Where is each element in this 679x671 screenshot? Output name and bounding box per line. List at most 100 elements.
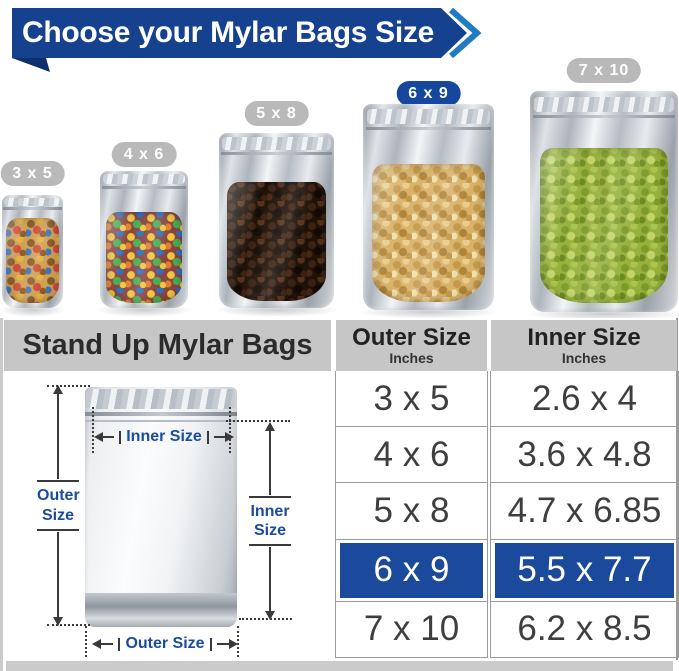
- measure-outer-width: Outer Size: [92, 633, 239, 655]
- bag-shadow: [524, 307, 679, 321]
- bag-7x10-contents-split-peas: [540, 148, 668, 304]
- measure-line: [57, 531, 59, 617]
- measure-inner-height: Inner Size: [243, 422, 297, 620]
- bag-seal: [222, 137, 331, 150]
- bag-shadow: [357, 305, 500, 319]
- table-row: 3.6 x 4.8: [491, 427, 678, 484]
- highlight-cell-inner: 5.5 x 7.7: [495, 542, 674, 598]
- table-row: 2.6 x 4: [491, 371, 678, 428]
- arrow-up-icon: [53, 385, 63, 394]
- bag-zipper: [532, 115, 676, 119]
- inner-size-title: Inner Size: [527, 323, 641, 351]
- bag-4x6: 4 x 6: [96, 142, 192, 317]
- measure-outer-height: Outer Size: [31, 385, 85, 626]
- measure-line: [101, 643, 114, 645]
- bag-seal: [366, 109, 491, 124]
- measure-tick: [206, 430, 209, 444]
- table-row-highlighted: 6 x 9: [336, 540, 487, 602]
- bag-7x10-pouch: [530, 91, 678, 312]
- dotted-line-innerwidth-left: [92, 407, 94, 453]
- frame-left: [0, 318, 3, 671]
- dotted-line-outerwidth-left: [85, 626, 87, 657]
- bag-6x9-selected: 6 x 9: [357, 81, 500, 319]
- bag-shadow: [0, 303, 66, 317]
- bag-seal: [534, 96, 674, 112]
- table-row-highlighted: 5.5 x 7.7: [491, 540, 678, 602]
- dotted-line-innerwidth-right: [229, 407, 231, 453]
- measure-line: [103, 436, 115, 438]
- bag-5x8-pouch: [219, 133, 334, 308]
- bag-seal: [102, 174, 186, 184]
- size-badge-6x9-selected: 6 x 9: [396, 81, 461, 106]
- measure-tick: [118, 637, 121, 651]
- table-row: 4 x 6: [336, 427, 487, 484]
- diagram-bag-gusset: [85, 593, 237, 627]
- table-column-outer-size: 3 x 5 4 x 6 5 x 8 6 x 9 7 x 10: [335, 371, 488, 659]
- bag-seal: [3, 197, 62, 206]
- arrow-down-icon: [53, 617, 63, 626]
- measure-tick: [119, 430, 122, 444]
- bag-shadow: [96, 303, 192, 317]
- inner-size-unit: Inches: [561, 350, 607, 367]
- bag-6x9-pouch: [363, 104, 494, 310]
- diagram-bag: [85, 387, 237, 627]
- measure-line: [213, 436, 226, 438]
- diagram-bag-zipper: [85, 412, 237, 416]
- table-row: 5 x 8: [336, 483, 487, 540]
- column-header-inner-size: Inner Size Inches: [491, 320, 677, 371]
- banner-chevron-icon: [449, 7, 482, 59]
- measure-line: [57, 394, 59, 480]
- panel-title: Stand Up Mylar Bags: [22, 329, 313, 361]
- bag-zipper: [3, 207, 62, 211]
- size-chart-section: Stand Up Mylar Bags Outer Size Inches In…: [0, 318, 679, 671]
- table-row: 6.2 x 8.5: [491, 602, 678, 659]
- arrow-down-icon: [265, 611, 275, 620]
- outer-size-label-bottom: Outer Size: [125, 635, 205, 652]
- bag-5x8: 5 x 8: [214, 101, 339, 317]
- banner-body: [12, 8, 467, 58]
- outer-size-title: Outer Size: [352, 323, 471, 351]
- measure-line: [216, 643, 230, 645]
- outer-size-unit: Inches: [389, 350, 434, 367]
- banner-fold: [12, 58, 50, 72]
- arrow-right-icon: [229, 639, 239, 649]
- arrow-left-icon: [92, 639, 101, 649]
- inner-size-label-top: Inner Size: [126, 428, 202, 445]
- bag-5x8-contents-coffee-beans: [227, 182, 326, 301]
- bag-3x5-contents-trail-mix: [6, 217, 59, 304]
- frame-bottom: [6, 661, 673, 671]
- measure-tick: [209, 637, 212, 651]
- measure-line: [269, 547, 271, 611]
- table-row: 7 x 10: [336, 602, 487, 659]
- frame-right: [676, 318, 678, 660]
- size-badge-3x5: 3 x 5: [0, 161, 65, 186]
- measure-inner-width: Inner Size: [94, 426, 235, 448]
- table-row: 4.7 x 6.85: [491, 483, 678, 540]
- highlight-cell-outer: 6 x 9: [340, 542, 483, 598]
- dotted-line-outer-top: [47, 385, 90, 387]
- measure-line: [269, 431, 271, 495]
- size-badge-4x6: 4 x 6: [111, 142, 177, 167]
- panel-header: Stand Up Mylar Bags: [4, 320, 331, 371]
- diagram-bag-zipper-line: [85, 420, 237, 422]
- bag-zipper: [221, 152, 332, 156]
- size-badge-5x8: 5 x 8: [244, 101, 309, 126]
- bag-3x5: 3 x 5: [0, 161, 66, 317]
- banner-title: Choose your Mylar Bags Size: [21, 16, 435, 49]
- bag-4x6-pouch: [100, 171, 188, 308]
- size-badge-7x10: 7 x 10: [566, 58, 642, 83]
- outer-size-label-left: Outer Size: [37, 480, 80, 531]
- bag-4x6-contents-candies: [106, 212, 182, 303]
- bag-shadow: [214, 303, 339, 317]
- inner-size-label-right: Inner Size: [249, 495, 291, 547]
- bag-zipper: [101, 186, 187, 190]
- dotted-line-outer-bottom: [47, 624, 90, 626]
- bag-7x10: 7 x 10: [524, 58, 679, 321]
- arrow-left-icon: [94, 432, 103, 442]
- banner-ribbon: [12, 7, 482, 72]
- bag-zipper: [365, 126, 492, 130]
- column-header-outer-size: Outer Size Inches: [336, 320, 487, 371]
- table-column-inner-size: 2.6 x 4 3.6 x 4.8 4.7 x 6.85 5.5 x 7.7 6…: [490, 371, 679, 659]
- bag-3x5-pouch: [2, 195, 63, 308]
